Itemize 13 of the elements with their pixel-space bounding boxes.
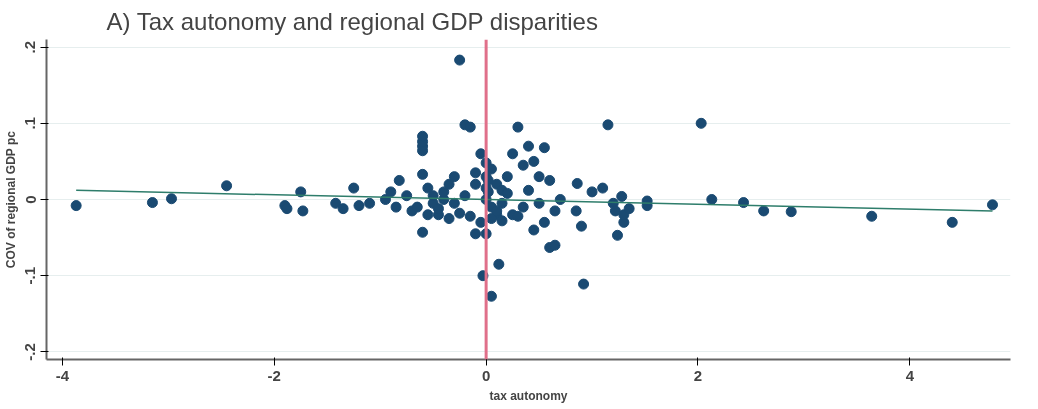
chart-title: A) Tax autonomy and regional GDP disparities bbox=[106, 7, 598, 35]
y-axis-title: COV of regional GDP pc bbox=[3, 130, 18, 269]
x-tick-label: -4 bbox=[55, 366, 70, 384]
y-tick-label: -.2 bbox=[21, 343, 39, 361]
x-axis-title: tax autonomy bbox=[489, 388, 568, 403]
y-tick-label: -.1 bbox=[21, 266, 39, 285]
y-tick-label: .1 bbox=[21, 117, 39, 130]
x-tick-label: 0 bbox=[481, 366, 491, 384]
x-tick-label: 2 bbox=[693, 366, 703, 384]
x-tick-label: -2 bbox=[267, 366, 281, 384]
y-tick-label: 0 bbox=[21, 195, 39, 204]
x-tick-label: 4 bbox=[905, 366, 915, 384]
y-tick-label: .2 bbox=[21, 40, 39, 54]
